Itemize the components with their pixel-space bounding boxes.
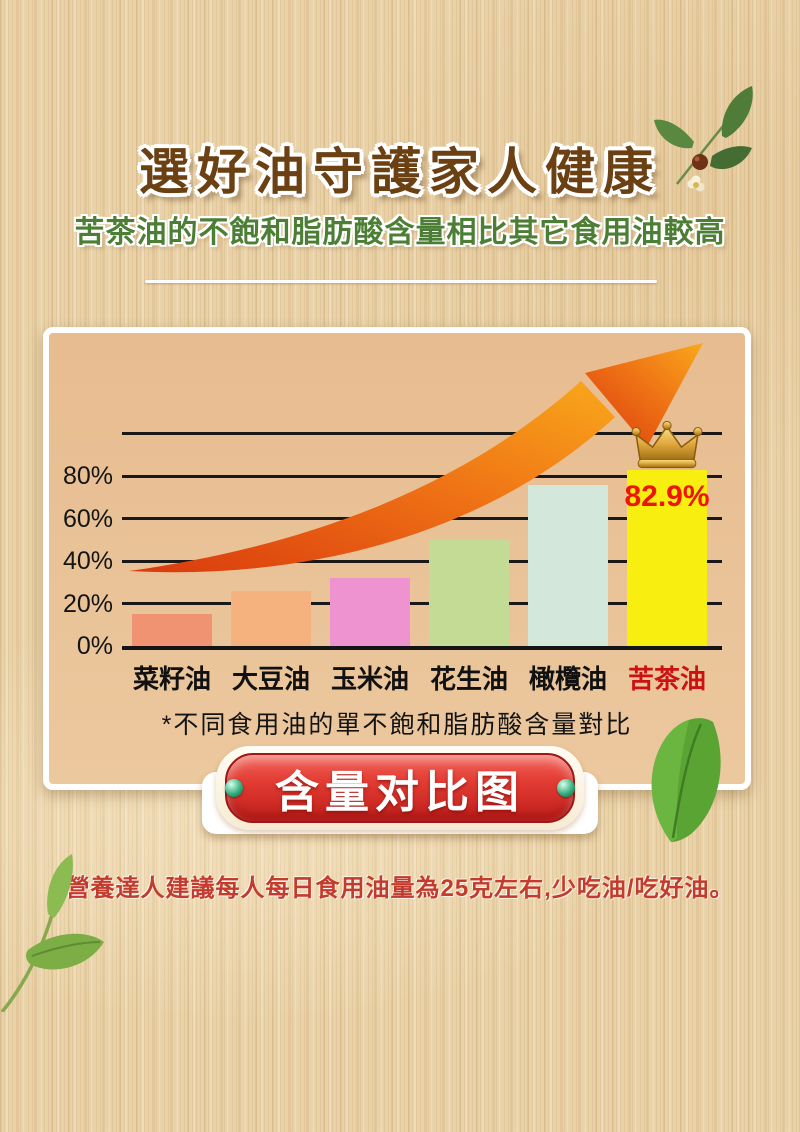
tea-leaf-icon — [643, 714, 738, 844]
category-label: 苦茶油 — [627, 664, 706, 694]
y-tick-label: 20% — [62, 589, 113, 618]
gridline-80 — [122, 474, 722, 478]
y-tick-label: 40% — [62, 547, 113, 575]
gridline-20 — [122, 602, 722, 605]
bar-玉米油 — [330, 578, 410, 646]
chart-caption: *不同食用油的單不飽和脂肪酸含量對比 — [161, 711, 633, 739]
gridline-100 — [122, 432, 722, 435]
x-axis-line — [122, 646, 722, 650]
gem-right-icon — [557, 779, 575, 797]
trend-arrow-icon — [129, 343, 703, 573]
bar-菜籽油 — [132, 614, 212, 646]
y-tick-label: 60% — [62, 504, 113, 533]
divider-line — [145, 280, 657, 283]
badge-label: 含量对比图 — [275, 768, 525, 817]
badge-frame: 含量对比图 — [216, 746, 584, 830]
bar-苦茶油 — [627, 469, 707, 646]
page-subtitle: 苦茶油的不飽和脂肪酸含量相比其它食用油較高 — [74, 216, 726, 249]
bar-橄欖油 — [528, 484, 608, 646]
chart-plot: 82.9% *不同食用油的單不飽和脂肪酸含量對比 0% 20% 40% 60% 80% 菜… — [49, 333, 745, 784]
category-label: 橄欖油 — [528, 664, 607, 694]
category-label: 大豆油 — [231, 664, 310, 694]
gridline-40 — [122, 559, 722, 563]
badge-pill: 含量对比图 — [225, 753, 575, 823]
badge-banner: 含量对比图 — [202, 746, 598, 842]
category-label: 菜籽油 — [132, 664, 211, 694]
chart-panel: 82.9% *不同食用油的單不飽和脂肪酸含量對比 0% 20% 40% 60% 80% 菜… — [43, 327, 751, 790]
tea-branch-icon — [0, 852, 120, 1014]
y-tick-label: 0% — [76, 632, 113, 660]
gem-left-icon — [225, 779, 243, 797]
footnote-text: 營養達人建議每人每日食用油量為25克左右,少吃油/吃好油。 — [65, 875, 735, 902]
page-title: 選好油守護家人健康 — [139, 143, 661, 200]
y-tick-label: 80% — [62, 462, 113, 490]
highlight-value-label: 82.9% — [624, 479, 710, 513]
category-label: 花生油 — [429, 664, 508, 694]
camellia-branch-icon — [652, 84, 762, 199]
bar-花生油 — [429, 539, 509, 646]
bar-大豆油 — [231, 590, 311, 646]
crown-icon — [630, 420, 704, 470]
category-label: 玉米油 — [330, 664, 409, 694]
